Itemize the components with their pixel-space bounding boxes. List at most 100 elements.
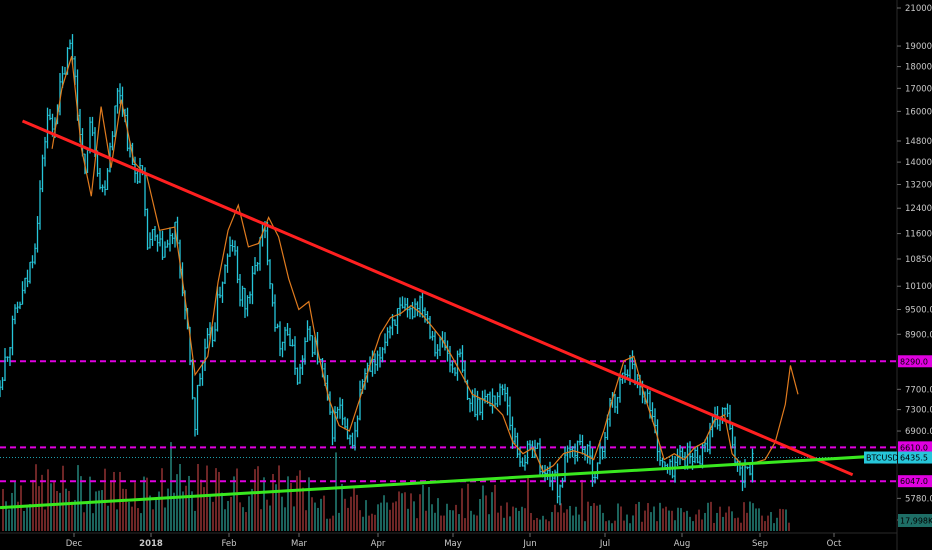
x-tick-label: Feb bbox=[221, 539, 236, 549]
volume-bar bbox=[743, 502, 745, 531]
volume-bar bbox=[401, 493, 403, 531]
volume-bar bbox=[212, 501, 214, 531]
level-badge bbox=[898, 441, 932, 454]
x-tick-label: 2018 bbox=[139, 539, 163, 549]
volume-bar bbox=[614, 520, 616, 531]
volume-bar bbox=[83, 512, 85, 531]
volume-bar bbox=[425, 510, 427, 531]
volume-bar bbox=[191, 491, 193, 531]
green-trendline bbox=[0, 453, 898, 510]
y-tick-label: 10100.0 bbox=[905, 282, 932, 292]
volume-bar bbox=[95, 491, 97, 531]
volume-bar bbox=[623, 520, 625, 531]
volume-bar bbox=[509, 516, 511, 531]
y-tick-label: 6900.0 bbox=[905, 427, 932, 437]
level-badge bbox=[898, 475, 932, 488]
volume-bar bbox=[5, 501, 7, 531]
volume-bar bbox=[710, 501, 712, 531]
volume-bar bbox=[359, 510, 361, 531]
volume-bar bbox=[422, 484, 424, 531]
volume-bar bbox=[155, 498, 157, 531]
volume-bar bbox=[428, 487, 430, 531]
trendlines bbox=[0, 119, 898, 510]
volume-bar bbox=[74, 499, 76, 531]
y-tick-label: 10850.0 bbox=[905, 255, 932, 265]
volume-bar bbox=[308, 477, 310, 531]
volume-bar bbox=[557, 512, 559, 531]
volume-bar bbox=[677, 507, 679, 531]
y-tick-label: 18000.0 bbox=[905, 63, 932, 73]
volume-bar bbox=[467, 483, 469, 531]
volume-bar bbox=[560, 503, 562, 531]
volume-bar bbox=[692, 521, 694, 531]
volume-bar bbox=[17, 501, 19, 531]
y-tick-label: 17000.0 bbox=[905, 84, 932, 94]
volume-bar bbox=[491, 492, 493, 531]
volume-bar bbox=[482, 485, 484, 531]
volume-bar bbox=[320, 498, 322, 531]
volume-bar bbox=[458, 514, 460, 531]
volume-bar bbox=[764, 521, 766, 531]
volume-bar bbox=[176, 474, 178, 531]
volume-bar bbox=[35, 464, 37, 531]
volume-bar bbox=[377, 504, 379, 531]
volume-bar bbox=[2, 488, 4, 531]
volume-bar bbox=[47, 469, 49, 531]
volume-bar bbox=[404, 492, 406, 531]
volume-bar bbox=[455, 504, 457, 531]
volume-bar bbox=[770, 512, 772, 531]
volume-bar bbox=[656, 521, 658, 531]
volume-bar bbox=[695, 514, 697, 531]
volume-bar bbox=[665, 506, 667, 531]
volume-bar bbox=[410, 493, 412, 531]
volume-bar bbox=[227, 500, 229, 531]
volume-bar bbox=[206, 465, 208, 531]
volume-bar bbox=[650, 512, 652, 531]
volume-bar bbox=[59, 492, 61, 531]
volume-bar bbox=[158, 491, 160, 531]
volume-bar bbox=[389, 509, 391, 531]
symbol-badge bbox=[864, 451, 897, 464]
volume-bar bbox=[311, 497, 313, 531]
volume-bar bbox=[761, 515, 763, 531]
volume-bar bbox=[725, 512, 727, 531]
volume-bar bbox=[221, 492, 223, 531]
overlay-line bbox=[51, 56, 799, 473]
volume-bar bbox=[65, 488, 67, 531]
y-tick-label: 14800.0 bbox=[905, 137, 932, 147]
volume-bar bbox=[500, 505, 502, 531]
x-tick-label: Aug bbox=[674, 539, 691, 549]
volume-bar bbox=[116, 509, 118, 531]
volume-bar bbox=[635, 504, 637, 531]
volume-bar bbox=[536, 517, 538, 531]
volume-bar bbox=[386, 502, 388, 531]
volume-bar bbox=[473, 514, 475, 531]
volume-bar bbox=[23, 510, 25, 531]
y-tick-label: 7300.0 bbox=[905, 406, 932, 416]
volume-bar bbox=[728, 506, 730, 531]
volume-bar bbox=[266, 499, 268, 531]
volume-bar bbox=[683, 512, 685, 531]
red-trendline bbox=[21, 119, 854, 477]
volume-bar bbox=[530, 512, 532, 531]
x-tick-label: Dec bbox=[66, 539, 83, 549]
price-badges: 8290.0 6610.0 6047.0 BTCUSD 6435.5 17,998K bbox=[864, 355, 932, 527]
volume-bar bbox=[506, 502, 508, 531]
level-badge bbox=[898, 355, 932, 368]
volume-bar bbox=[296, 475, 298, 531]
volume-bar bbox=[392, 502, 394, 531]
volume-bar bbox=[335, 452, 337, 531]
volume-bar bbox=[341, 483, 343, 531]
volume-bar bbox=[782, 509, 784, 531]
volume-bar bbox=[752, 503, 754, 531]
current-price-label: 6435.5 bbox=[900, 454, 928, 463]
volume-bar bbox=[29, 504, 31, 531]
volume-bar bbox=[419, 494, 421, 531]
volume-bar bbox=[203, 487, 205, 531]
volume-bar bbox=[686, 510, 688, 531]
volume-bar bbox=[518, 510, 520, 531]
volume-bar bbox=[398, 491, 400, 531]
volume-bar bbox=[596, 505, 598, 531]
volume-bar bbox=[194, 510, 196, 531]
